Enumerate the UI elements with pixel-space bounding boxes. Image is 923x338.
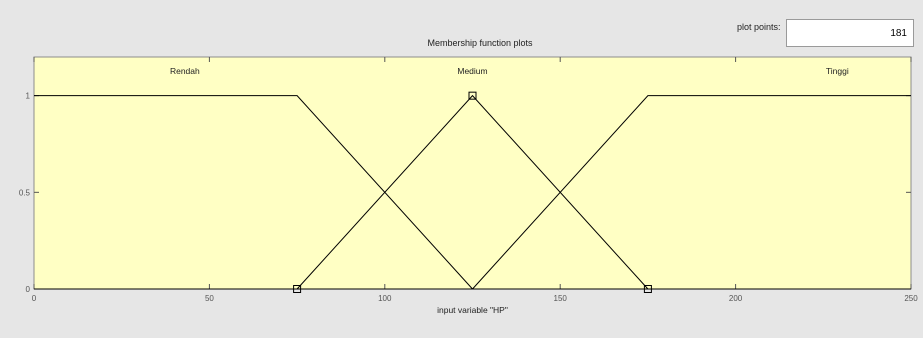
plot-points-label: plot points: [737, 22, 781, 32]
x-tick-label: 0 [32, 294, 37, 303]
x-axis-label: input variable "HP" [437, 305, 508, 315]
x-tick-label: 250 [904, 294, 918, 303]
y-tick-label: 0.5 [19, 188, 31, 197]
mf-label-rendah: Rendah [170, 66, 200, 76]
mf-label-tinggi: Tinggi [826, 66, 849, 76]
x-tick-label: 200 [729, 294, 743, 303]
mf-handle-marker[interactable] [643, 285, 652, 293]
mf-label-medium: Medium [457, 66, 487, 76]
mf-line-tinggi[interactable] [472, 95, 912, 290]
mf-handle-marker[interactable] [468, 91, 477, 100]
y-tick-label: 0 [26, 285, 31, 294]
plot-title: Membership function plots [427, 38, 533, 48]
x-tick-label: 150 [554, 294, 568, 303]
mf-line-medium[interactable] [296, 94, 649, 290]
x-tick-label: 100 [378, 294, 392, 303]
plot-points-input[interactable] [786, 19, 914, 47]
mf-handle-marker[interactable] [293, 285, 302, 293]
mf-line-rendah[interactable] [34, 95, 473, 290]
x-tick-label: 50 [205, 294, 214, 303]
y-tick-label: 1 [26, 92, 31, 101]
